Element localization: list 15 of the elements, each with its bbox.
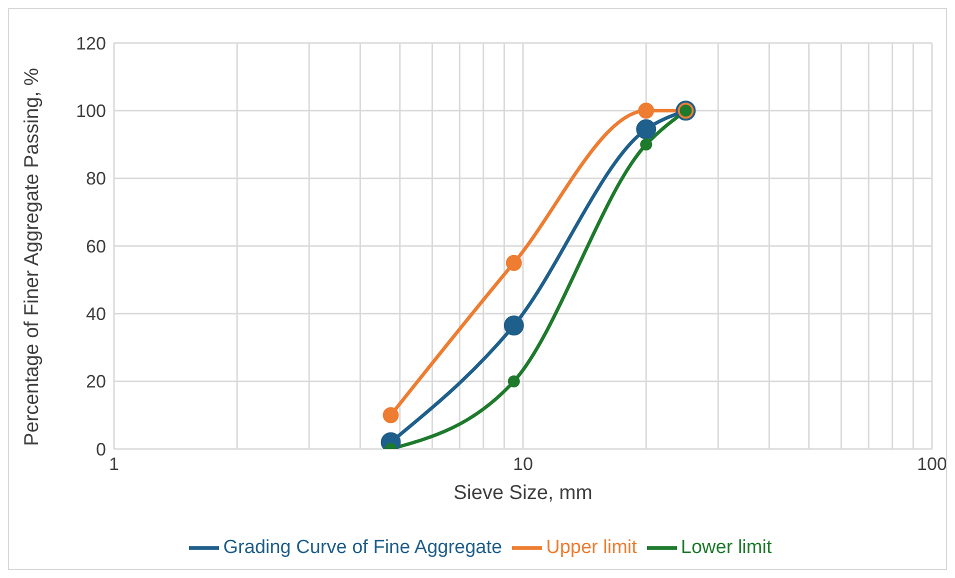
legend-label: Lower limit <box>680 537 772 558</box>
x-tick-label: 1 <box>108 454 120 474</box>
x-tick-label: 10 <box>512 454 534 474</box>
y-tick-label: 100 <box>76 101 106 122</box>
x-tick-label: 100 <box>916 454 948 474</box>
y-tick-label: 20 <box>86 372 106 392</box>
y-tick-label: 120 <box>76 33 106 54</box>
y-tick-label: 0 <box>96 439 106 460</box>
y-tick-label: 40 <box>86 304 106 324</box>
legend-label: Grading Curve of Fine Aggregate <box>223 537 502 558</box>
y-axis-title: Percentage of Finer Aggregate Passing, % <box>21 68 44 446</box>
legend-label: Upper limit <box>546 537 637 558</box>
x-axis-title: Sieve Size, mm <box>454 482 592 504</box>
y-tick-label: 80 <box>86 168 106 189</box>
y-tick-label: 60 <box>86 236 106 256</box>
